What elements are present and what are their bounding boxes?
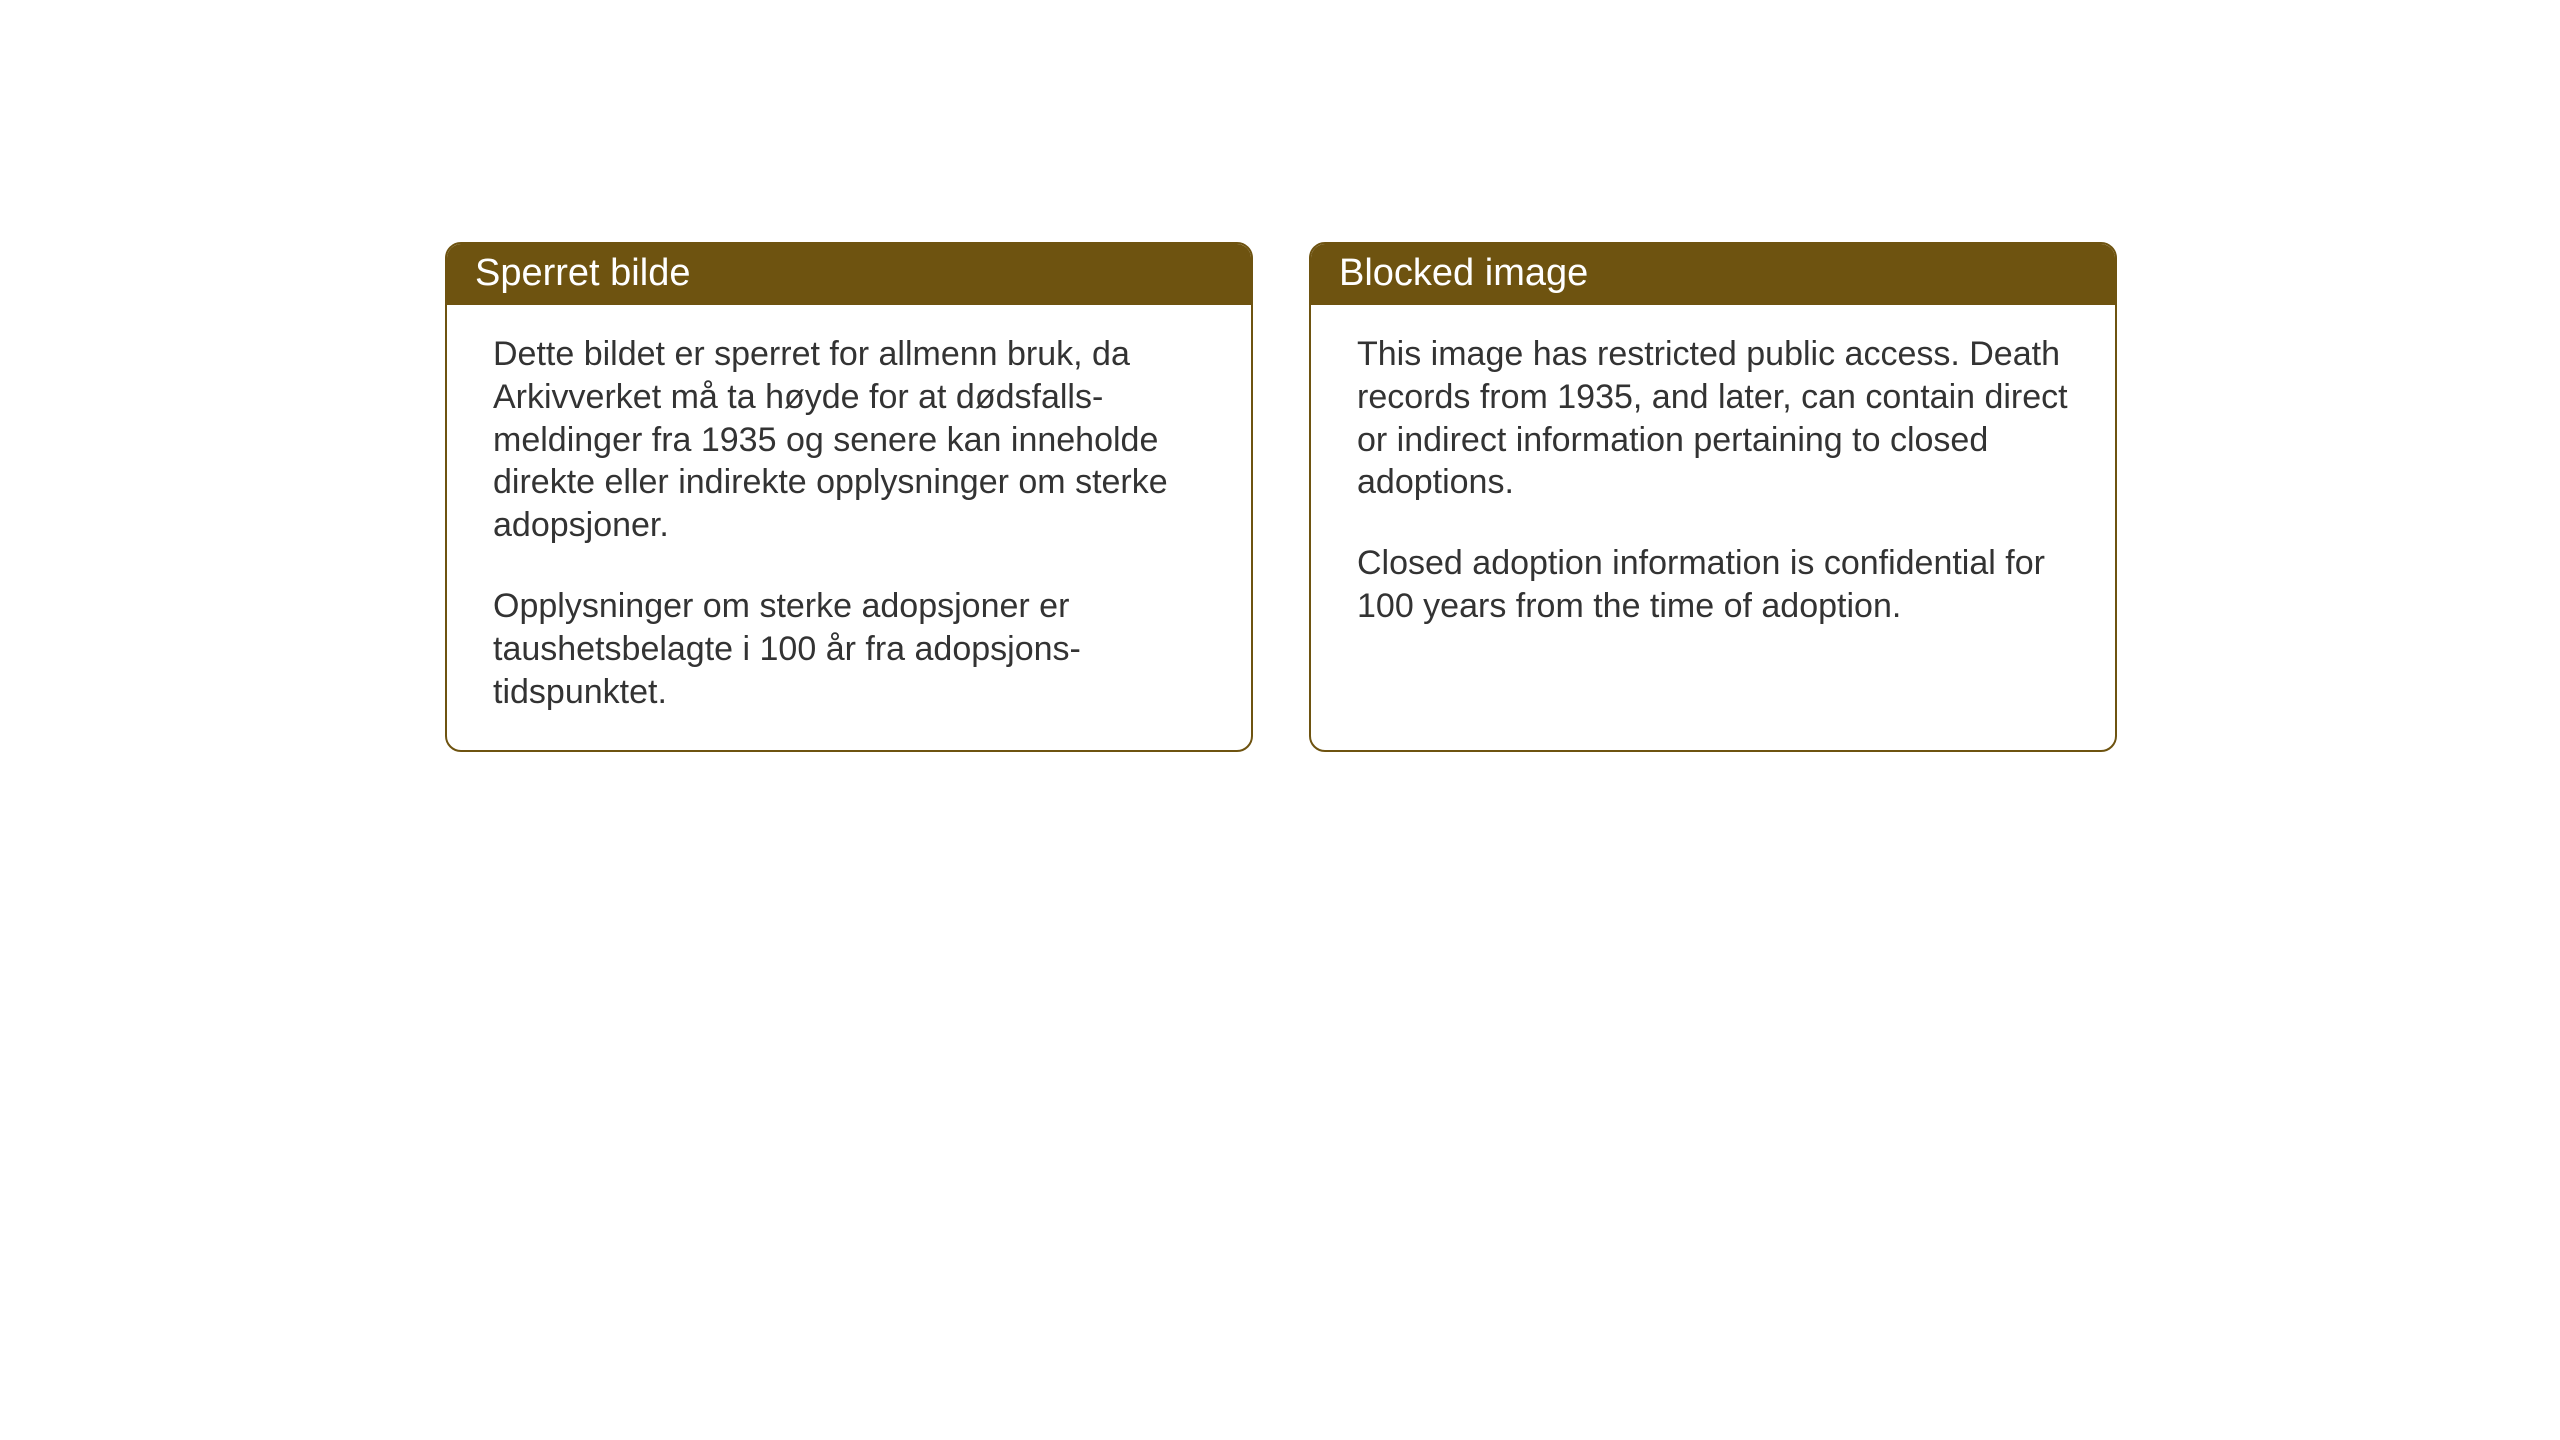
card-english: Blocked image This image has restricted … [1309, 242, 2117, 752]
card-english-paragraph-2: Closed adoption information is confident… [1357, 542, 2069, 628]
card-norwegian-body: Dette bildet er sperret for allmenn bruk… [447, 305, 1251, 750]
card-norwegian-paragraph-2: Opplysninger om sterke adopsjoner er tau… [493, 585, 1205, 713]
card-english-header: Blocked image [1311, 244, 2115, 305]
card-english-title: Blocked image [1339, 252, 1588, 294]
card-english-paragraph-1: This image has restricted public access.… [1357, 333, 2069, 504]
card-english-body: This image has restricted public access.… [1311, 305, 2115, 738]
card-norwegian: Sperret bilde Dette bildet er sperret fo… [445, 242, 1253, 752]
card-norwegian-header: Sperret bilde [447, 244, 1251, 305]
card-norwegian-paragraph-1: Dette bildet er sperret for allmenn bruk… [493, 333, 1205, 547]
cards-container: Sperret bilde Dette bildet er sperret fo… [445, 242, 2117, 752]
card-norwegian-title: Sperret bilde [475, 252, 690, 294]
